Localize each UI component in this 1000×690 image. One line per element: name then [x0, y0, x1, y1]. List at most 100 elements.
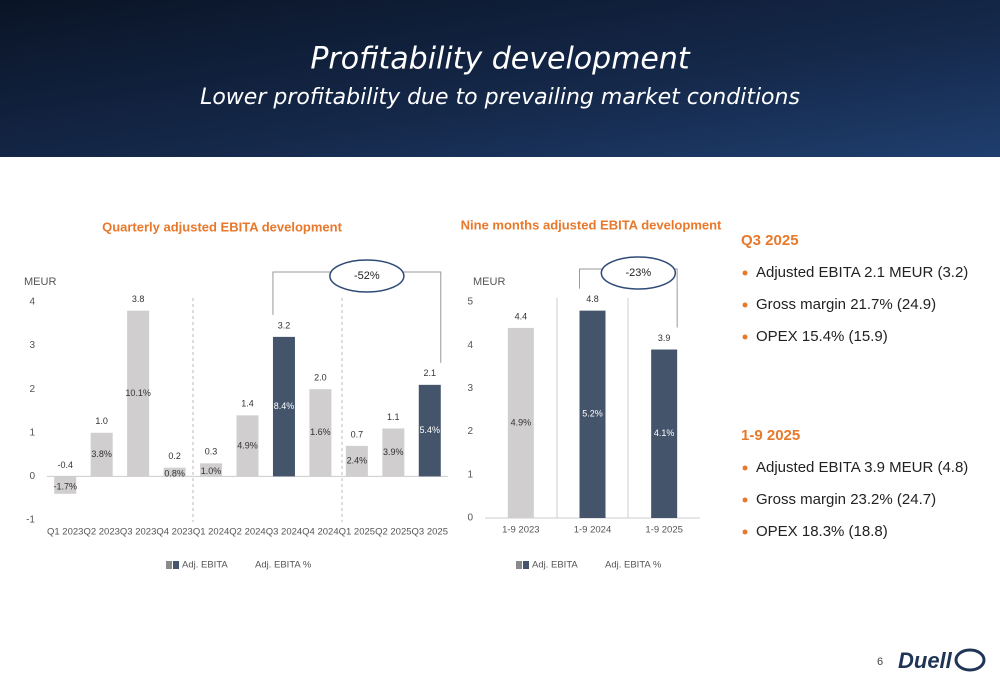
highlight-item: Adjusted EBITA 3.9 MEUR (4.8): [756, 459, 968, 476]
y-tick-label: 4: [29, 297, 35, 308]
percent-label: 1.6%: [310, 427, 331, 437]
percent-label: 5.2%: [582, 409, 603, 419]
x-tick-label: Q2 2024: [229, 527, 265, 538]
value-label: 2.1: [424, 368, 437, 378]
legend-label: Adj. EBITA %: [605, 560, 662, 571]
value-label: 1.0: [95, 416, 108, 426]
x-tick-label: Q3 2023: [120, 527, 156, 538]
bar: [309, 389, 332, 477]
percent-label: 3.8%: [91, 449, 112, 459]
legend-swatch: [516, 561, 522, 569]
bar: [90, 432, 113, 477]
y-tick-label: 2: [467, 426, 473, 437]
value-label: 0.7: [351, 429, 364, 439]
highlight-item: Gross margin 23.2% (24.7): [756, 491, 936, 508]
x-tick-label: Q2 2025: [375, 527, 411, 538]
y-tick-label: -1: [26, 515, 35, 526]
percent-label: 8.4%: [274, 401, 295, 411]
x-tick-label: Q1 2025: [339, 527, 375, 538]
bar: [163, 467, 186, 477]
x-tick-label: Q4 2024: [302, 527, 338, 538]
legend-label: Adj. EBITA %: [255, 560, 312, 571]
value-label: 1.1: [387, 412, 400, 422]
highlight-heading: 1-9 2025: [741, 427, 800, 444]
value-label: 0.2: [168, 451, 181, 461]
bar: [418, 384, 441, 477]
percent-label: 1.0%: [201, 466, 222, 476]
value-label: -0.4: [57, 460, 73, 470]
value-label: 4.4: [515, 311, 528, 321]
chart-title: Quarterly adjusted EBITA development: [102, 219, 342, 234]
value-label: 0.3: [205, 447, 218, 457]
x-tick-label: Q4 2023: [156, 527, 192, 538]
value-label: 1.4: [241, 399, 254, 409]
x-tick-label: Q1 2024: [193, 527, 229, 538]
logo: Duell: [898, 648, 953, 673]
legend-swatch: [173, 561, 179, 569]
x-tick-label: Q2 2023: [83, 527, 119, 538]
bullet: [742, 302, 748, 308]
percent-label: 10.1%: [125, 388, 151, 398]
bar: [54, 476, 77, 494]
y-tick-label: 3: [467, 383, 473, 394]
slide-title: Profitability development: [310, 42, 691, 77]
chart-title: Nine months adjusted EBITA development: [461, 217, 722, 232]
y-tick-label: 3: [29, 340, 35, 351]
legend-label: Adj. EBITA: [182, 560, 228, 571]
annotation: -23%: [625, 267, 651, 279]
bar: [236, 415, 259, 477]
annotation-bubble: [600, 256, 677, 290]
x-tick-label: Q1 2023: [47, 527, 83, 538]
highlight-item: OPEX 15.4% (15.9): [756, 328, 888, 345]
percent-label: 4.1%: [654, 428, 675, 438]
logo-mark: [954, 648, 986, 672]
highlight-item: OPEX 18.3% (18.8): [756, 523, 888, 540]
y-tick-label: 2: [29, 384, 35, 395]
annotation: -52%: [354, 270, 380, 282]
y-axis-label: MEUR: [473, 276, 505, 288]
y-tick-label: 5: [467, 297, 473, 308]
slide-subtitle: Lower profitability due to prevailing ma…: [200, 85, 800, 110]
highlight-item: Gross margin 21.7% (24.9): [756, 296, 936, 313]
x-tick-label: 1-9 2025: [645, 525, 683, 536]
y-tick-label: 4: [467, 340, 473, 351]
header-band: [0, 0, 1000, 157]
legend-swatch: [523, 561, 529, 569]
bar: [345, 445, 368, 477]
bar: [272, 336, 295, 477]
value-label: 2.0: [314, 373, 327, 383]
highlight-item: Adjusted EBITA 2.1 MEUR (3.2): [756, 264, 968, 281]
bullet: [742, 334, 748, 340]
bullet: [742, 529, 748, 535]
value-label: 3.2: [278, 320, 291, 330]
percent-label: 2.4%: [347, 456, 368, 466]
percent-label: 4.9%: [511, 417, 532, 427]
bullet: [742, 497, 748, 503]
bar: [127, 310, 150, 477]
highlight-heading: Q3 2025: [741, 232, 799, 249]
y-tick-label: 1: [467, 469, 473, 480]
percent-label: 3.9%: [383, 447, 404, 457]
bullet: [742, 465, 748, 471]
x-tick-label: 1-9 2024: [574, 525, 612, 536]
x-tick-label: Q3 2025: [412, 527, 448, 538]
y-axis-label: MEUR: [24, 276, 56, 288]
page-number: 6: [877, 656, 883, 668]
percent-label: 4.9%: [237, 440, 258, 450]
bullet: [742, 270, 748, 276]
legend-swatch: [166, 561, 172, 569]
y-tick-label: 1: [29, 427, 35, 438]
bar: [651, 349, 678, 518]
percent-label: -1.7%: [53, 481, 77, 491]
bar: [579, 310, 606, 518]
bar: [382, 428, 405, 477]
value-label: 4.8: [586, 294, 599, 304]
value-label: 3.8: [132, 294, 145, 304]
separators-2: [556, 298, 629, 518]
percent-label: 0.8%: [164, 468, 185, 478]
y-tick-label: 0: [467, 513, 473, 524]
bar: [507, 327, 534, 518]
annotation-bubble: [329, 259, 405, 293]
separators: [192, 298, 343, 522]
